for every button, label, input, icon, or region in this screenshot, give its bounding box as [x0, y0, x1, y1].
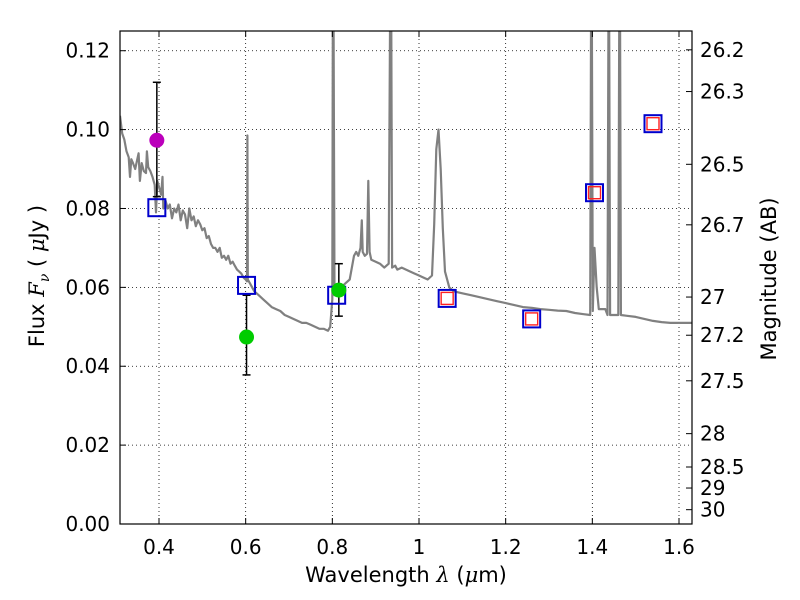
mag-tick-label: 29 — [700, 476, 725, 500]
model-photometry-marker — [437, 288, 457, 308]
mag-tick-label: 26.5 — [700, 152, 745, 176]
y-tick-label: 0.04 — [65, 354, 110, 378]
observed-data-point — [239, 329, 255, 345]
mag-tick-label: 26.7 — [700, 213, 745, 237]
x-tick-label: 0.8 — [316, 535, 348, 559]
plot-frame — [119, 30, 693, 525]
observed-data-point — [149, 132, 165, 148]
upper-limit-marker — [440, 291, 454, 306]
y-tick-label: 0.00 — [65, 512, 110, 536]
mag-tick-label: 26.2 — [700, 38, 745, 62]
upper-limit-marker — [646, 116, 660, 131]
mag-tick-label: 27 — [700, 285, 725, 309]
model-photometry-marker — [237, 275, 257, 295]
y-tick-label: 0.10 — [65, 118, 110, 142]
upper-limit-marker — [524, 312, 539, 326]
mag-tick-label: 26.3 — [700, 80, 745, 104]
model-photometry-marker — [522, 309, 542, 329]
axis-ticks: 0.4 0.6 0.8 1 1.2 1.4 1.6 0.00 0.02 0.04 0.06 0.08 0… — [65, 31, 745, 559]
x-axis-label: Wavelength λ (μm) — [305, 563, 507, 587]
mag-tick-label: 28.5 — [700, 455, 745, 479]
x-tick-label: 0.6 — [230, 535, 262, 559]
spectrum-line — [120, 31, 692, 332]
mag-tick-label: 27.2 — [700, 323, 745, 347]
y2-axis-label: Magnitude (AB) — [757, 197, 781, 360]
model-photometry-marker — [147, 198, 167, 218]
y-tick-label: 0.12 — [65, 39, 110, 63]
plot-area — [120, 31, 692, 376]
grid-lines — [120, 31, 692, 525]
y-tick-label: 0.08 — [65, 196, 110, 220]
x-tick-label: 1.2 — [490, 535, 522, 559]
model-photometry-marker — [643, 114, 663, 134]
mag-tick-label: 27.5 — [700, 369, 745, 393]
x-tick-label: 0.4 — [143, 535, 175, 559]
y-tick-label: 0.02 — [65, 433, 110, 457]
mag-tick-label: 28 — [700, 422, 725, 446]
upper-limit-marker — [587, 186, 602, 200]
mag-tick-label: 30 — [700, 498, 725, 522]
model-photometry-marker — [585, 183, 604, 203]
x-tick-label: 1 — [413, 535, 426, 559]
y-axis-label: Flux Fν ( μJy ) — [25, 205, 53, 347]
y-tick-label: 0.06 — [65, 275, 110, 299]
x-tick-label: 1.6 — [663, 535, 695, 559]
observed-data-point — [331, 282, 347, 298]
x-tick-label: 1.4 — [576, 535, 608, 559]
